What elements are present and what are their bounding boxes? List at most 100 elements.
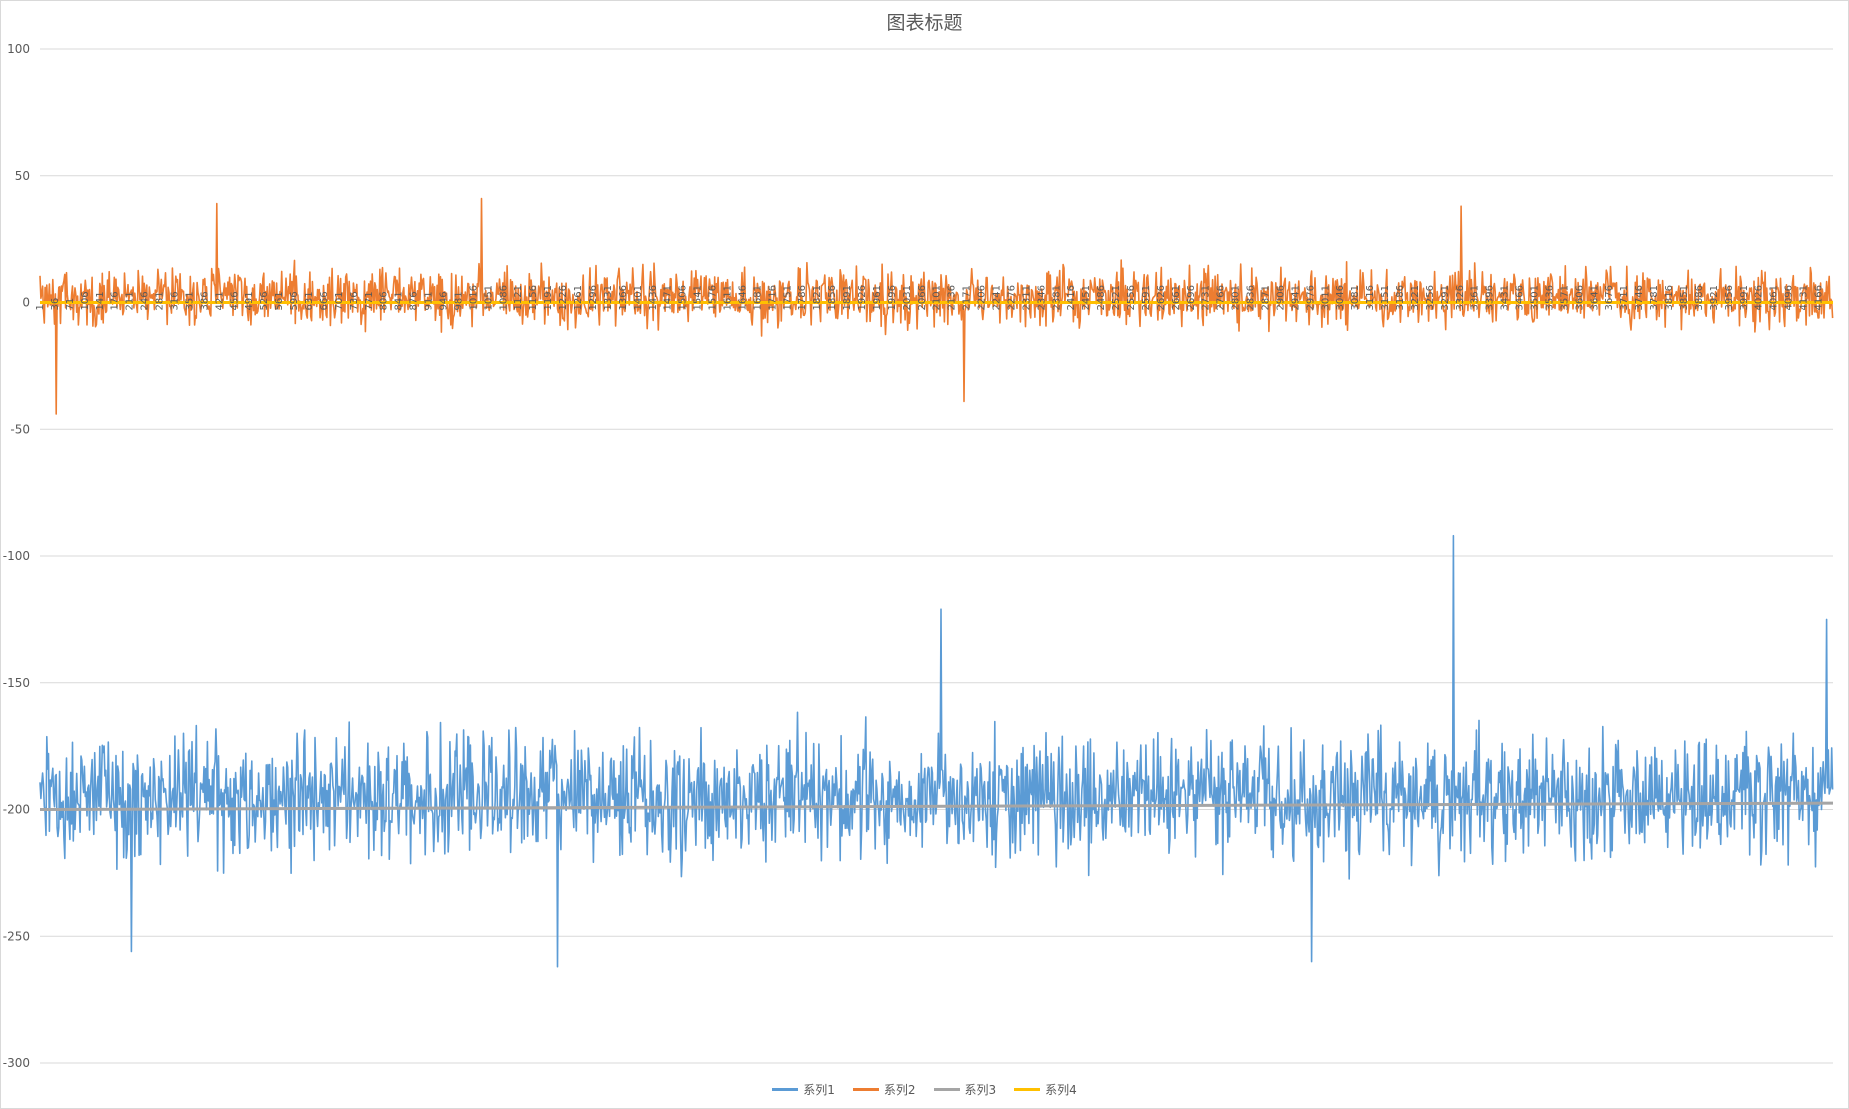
x-tick-label: 2171 <box>962 285 973 310</box>
x-tick-label: 666 <box>319 291 330 310</box>
legend-swatch <box>852 1088 879 1091</box>
chart-title: 图表标题 <box>886 12 963 34</box>
legend-item-4[interactable]: 系列4 <box>1014 1081 1077 1098</box>
x-tick-label: 1436 <box>648 285 659 310</box>
x-tick-label: 2101 <box>932 285 943 310</box>
y-tick-label: -50 <box>10 422 30 436</box>
x-tick-label: 1611 <box>723 285 734 310</box>
y-tick-label: -200 <box>3 803 30 817</box>
x-tick-label: 1471 <box>663 285 674 310</box>
x-tick-label: 1121 <box>513 285 524 310</box>
x-tick-label: 2276 <box>1006 285 1017 310</box>
x-tick-label: 3676 <box>1604 285 1615 310</box>
x-tick-label: 2626 <box>1156 285 1167 310</box>
x-tick-label: 3746 <box>1634 285 1645 310</box>
x-tick-label: 456 <box>229 291 240 310</box>
x-tick-label: 3606 <box>1574 285 1585 310</box>
x-tick-label: 3081 <box>1350 285 1361 310</box>
x-tick-label: 1821 <box>812 285 823 310</box>
legend-swatch <box>933 1088 960 1091</box>
series-line-1 <box>39 534 1834 968</box>
x-tick-label: 736 <box>349 291 360 310</box>
x-tick-label: 631 <box>304 291 315 310</box>
x-tick-label: 4061 <box>1769 285 1780 310</box>
x-tick-label: 2521 <box>1111 285 1122 310</box>
x-tick-label: 2031 <box>902 285 913 310</box>
x-tick-label: 3956 <box>1724 285 1735 310</box>
x-tick-label: 4166 <box>1814 285 1825 310</box>
x-tick-label: 1506 <box>678 285 689 310</box>
x-tick-label: 1016 <box>468 285 479 310</box>
x-tick-label: 3011 <box>1320 285 1331 310</box>
legend-label: 系列2 <box>883 1083 916 1097</box>
x-tick-label: 2136 <box>947 285 958 310</box>
x-tick-label: 1541 <box>693 285 704 310</box>
x-tick-label: 3921 <box>1709 285 1720 310</box>
legend-swatch <box>1014 1088 1041 1091</box>
x-tick-label: 3326 <box>1455 285 1466 310</box>
x-tick-label: 771 <box>364 291 375 310</box>
x-tick-label: 806 <box>379 291 390 310</box>
x-tick-label: 211 <box>125 291 136 310</box>
x-tick-label: 1261 <box>573 285 584 310</box>
x-tick-label: 3886 <box>1694 285 1705 310</box>
legend-item-1[interactable]: 系列1 <box>772 1081 835 1098</box>
legend-label: 系列3 <box>964 1083 997 1097</box>
x-tick-label: 176 <box>110 291 121 310</box>
y-tick-label: 100 <box>7 42 30 56</box>
x-tick-label: 1 <box>35 304 46 310</box>
x-tick-label: 36 <box>50 298 61 311</box>
legend-item-2[interactable]: 系列2 <box>852 1081 916 1098</box>
x-tick-label: 2416 <box>1066 285 1077 310</box>
x-tick-label: 1156 <box>528 285 539 310</box>
x-tick-label: 3781 <box>1649 285 1660 310</box>
x-tick-label: 1856 <box>827 285 838 310</box>
legend-item-3[interactable]: 系列3 <box>933 1081 997 1098</box>
x-tick-label: 3641 <box>1589 285 1600 310</box>
x-tick-label: 2206 <box>977 285 988 310</box>
x-tick-label: 1366 <box>618 285 629 310</box>
x-tick-label: 3711 <box>1619 285 1630 310</box>
x-tick-label: 2241 <box>992 285 1003 310</box>
y-tick-label: -150 <box>3 676 30 690</box>
x-tick-label: 2836 <box>1246 285 1257 310</box>
x-tick-label: 2451 <box>1081 285 1092 310</box>
x-tick-label: 1961 <box>872 285 883 310</box>
x-tick-label: 911 <box>424 291 435 310</box>
x-tick-label: 1401 <box>633 285 644 310</box>
x-tick-label: 421 <box>214 291 225 310</box>
x-tick-label: 3116 <box>1365 285 1376 310</box>
x-tick-label: 4096 <box>1784 285 1795 310</box>
x-tick-label: 106 <box>80 291 91 310</box>
x-tick-label: 1751 <box>782 285 793 310</box>
x-tick-label: 3186 <box>1395 285 1406 310</box>
x-tick-label: 1716 <box>767 285 778 310</box>
x-tick-label: 3816 <box>1664 285 1675 310</box>
x-tick-label: 1681 <box>752 285 763 310</box>
x-tick-label: 1891 <box>842 285 853 310</box>
x-tick-label: 2871 <box>1261 285 1272 310</box>
x-tick-label: 246 <box>140 291 151 310</box>
x-tick-label: 1646 <box>737 285 748 310</box>
y-tick-label: -100 <box>3 549 30 563</box>
legend-label: 系列1 <box>803 1083 835 1097</box>
x-tick-label: 3536 <box>1545 285 1556 310</box>
x-tick-label: 141 <box>95 291 106 310</box>
x-tick-label: 2801 <box>1231 285 1242 310</box>
y-tick-label: 50 <box>15 169 30 183</box>
x-tick-label: 3221 <box>1410 285 1421 310</box>
x-tick-label: 4131 <box>1799 285 1810 310</box>
x-tick-label: 3396 <box>1485 285 1496 310</box>
x-tick-label: 2066 <box>917 285 928 310</box>
x-tick-label: 1296 <box>588 285 599 310</box>
x-tick-label: 2311 <box>1021 285 1032 310</box>
legend: 系列1 系列2 系列3 系列4 <box>0 1081 1849 1098</box>
x-tick-label: 281 <box>155 291 166 310</box>
x-tick-label: 2381 <box>1051 285 1062 310</box>
x-tick-label: 3466 <box>1515 285 1526 310</box>
y-tick-label: 0 <box>22 296 30 310</box>
x-tick-label: 526 <box>259 291 270 310</box>
x-tick-label: 2486 <box>1096 285 1107 310</box>
